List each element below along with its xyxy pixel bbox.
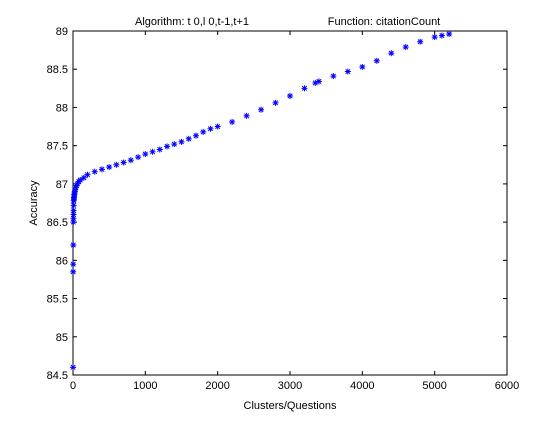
data-point (431, 34, 438, 41)
x-tick-label: 0 (70, 380, 76, 392)
y-tick-label: 88 (56, 102, 68, 114)
data-point (359, 63, 366, 70)
data-point (207, 125, 214, 132)
data-point (402, 44, 409, 51)
data-point (70, 242, 77, 249)
data-point (70, 207, 77, 214)
data-point (84, 171, 91, 178)
y-tick-label: 85 (56, 332, 68, 344)
data-point (135, 154, 142, 161)
data-point (113, 161, 120, 168)
x-tick-label: 2000 (205, 380, 229, 392)
data-points (70, 31, 453, 371)
x-tick-label: 1000 (133, 380, 157, 392)
data-point (243, 112, 250, 119)
chart-title-right: Function: citationCount (328, 16, 441, 28)
data-point (446, 31, 453, 38)
data-point (156, 146, 163, 153)
y-tick-label: 87.5 (47, 141, 68, 153)
data-point (98, 166, 105, 173)
data-point (106, 164, 113, 171)
data-point (70, 268, 77, 275)
data-point (330, 73, 337, 80)
x-axis-label: Clusters/Questions (244, 400, 337, 412)
data-point (373, 57, 380, 64)
data-point (315, 78, 322, 85)
y-tick-label: 88.5 (47, 64, 68, 76)
data-point (70, 364, 77, 371)
x-tick-label: 3000 (278, 380, 302, 392)
y-tick-label: 86.5 (47, 217, 68, 229)
x-tick-label: 5000 (422, 380, 446, 392)
axis-ticks: 0 1000 2000 3000 4000 5000 6000 84.5 85 85.5 86 86.… (47, 26, 520, 392)
data-point (142, 151, 149, 158)
data-point (171, 141, 178, 148)
data-point (344, 68, 351, 75)
chart-title-left: Algorithm: t 0,l 0,t-1,t+1 (135, 16, 249, 28)
x-tick-label: 4000 (350, 380, 374, 392)
data-point (214, 123, 221, 130)
data-point (192, 132, 199, 139)
x-tick-label: 6000 (495, 380, 519, 392)
data-point (388, 50, 395, 57)
data-point (258, 106, 265, 113)
data-point (70, 202, 77, 209)
y-tick-label: 89 (56, 26, 68, 38)
data-point (287, 92, 293, 99)
data-point (91, 168, 98, 175)
data-point (149, 148, 156, 155)
data-point (438, 32, 445, 39)
y-tick-label: 84.5 (47, 370, 68, 382)
data-point (417, 38, 424, 45)
y-tick-label: 87 (56, 179, 68, 191)
data-point (185, 135, 192, 142)
y-tick-label: 86 (56, 255, 68, 267)
data-point (70, 261, 77, 268)
data-point (120, 159, 127, 166)
data-point (127, 157, 134, 164)
y-axis-label: Accuracy (28, 180, 40, 226)
data-point (200, 128, 207, 135)
y-tick-label: 85.5 (47, 294, 68, 306)
plot-area (72, 30, 508, 376)
data-point (229, 118, 236, 125)
data-point (301, 85, 308, 92)
data-point (178, 138, 185, 145)
data-point (164, 143, 171, 150)
data-point (272, 99, 279, 106)
